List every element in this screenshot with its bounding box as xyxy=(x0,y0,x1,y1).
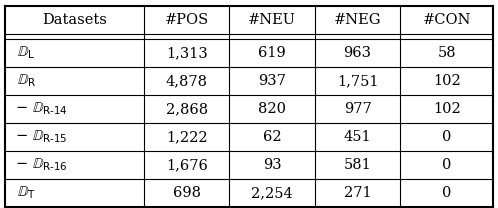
Text: 1,676: 1,676 xyxy=(166,158,208,172)
Text: 451: 451 xyxy=(344,130,372,144)
Text: 963: 963 xyxy=(344,46,372,60)
Text: $\mathbb{D}_{\rm T}$: $\mathbb{D}_{\rm T}$ xyxy=(17,184,36,201)
Text: $-\ \mathbb{D}_{\rm R\text{-}16}$: $-\ \mathbb{D}_{\rm R\text{-}16}$ xyxy=(15,157,68,173)
Text: Datasets: Datasets xyxy=(42,13,107,27)
Text: 698: 698 xyxy=(173,186,201,200)
Text: 2,254: 2,254 xyxy=(251,186,293,200)
Text: 93: 93 xyxy=(263,158,281,172)
Text: 1,751: 1,751 xyxy=(337,74,378,88)
Text: 820: 820 xyxy=(258,102,286,116)
Text: #NEU: #NEU xyxy=(248,13,296,27)
Text: 619: 619 xyxy=(258,46,286,60)
Text: $\mathbb{D}_{\rm R}$: $\mathbb{D}_{\rm R}$ xyxy=(17,72,37,89)
Text: 1,222: 1,222 xyxy=(166,130,208,144)
Text: 58: 58 xyxy=(437,46,456,60)
Text: #POS: #POS xyxy=(165,13,209,27)
Text: $-\ \mathbb{D}_{\rm R\text{-}14}$: $-\ \mathbb{D}_{\rm R\text{-}14}$ xyxy=(15,100,68,117)
Text: 0: 0 xyxy=(442,130,451,144)
Text: 977: 977 xyxy=(344,102,372,116)
Text: 4,878: 4,878 xyxy=(166,74,208,88)
Text: $\mathbb{D}_{\rm L}$: $\mathbb{D}_{\rm L}$ xyxy=(17,45,35,61)
Text: $-\ \mathbb{D}_{\rm R\text{-}15}$: $-\ \mathbb{D}_{\rm R\text{-}15}$ xyxy=(15,129,67,145)
Text: 0: 0 xyxy=(442,186,451,200)
Text: 2,868: 2,868 xyxy=(166,102,208,116)
Text: 271: 271 xyxy=(344,186,372,200)
Text: 581: 581 xyxy=(344,158,372,172)
Text: 102: 102 xyxy=(433,74,461,88)
Text: 102: 102 xyxy=(433,102,461,116)
Text: 62: 62 xyxy=(263,130,281,144)
Text: 937: 937 xyxy=(258,74,286,88)
Text: 0: 0 xyxy=(442,158,451,172)
Text: #CON: #CON xyxy=(422,13,471,27)
Text: 1,313: 1,313 xyxy=(166,46,208,60)
Text: #NEG: #NEG xyxy=(334,13,381,27)
